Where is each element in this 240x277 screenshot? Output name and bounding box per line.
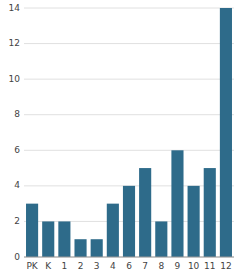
grid-line xyxy=(24,8,234,9)
grid-line xyxy=(24,150,234,151)
x-tick-label: 6 xyxy=(126,261,132,271)
grid-line xyxy=(24,43,234,44)
bar xyxy=(123,186,135,257)
bar xyxy=(220,8,232,257)
bar xyxy=(171,150,183,257)
x-tick-label: 10 xyxy=(188,261,200,271)
grid-line xyxy=(24,114,234,115)
x-tick-label: 1 xyxy=(62,261,68,271)
y-tick-label: 14 xyxy=(9,3,21,13)
x-axis-line xyxy=(24,257,234,258)
x-tick-label: 4 xyxy=(110,261,116,271)
y-axis: 0 2 4 6 8 10 12 14 xyxy=(9,3,21,262)
bar xyxy=(74,239,86,257)
x-tick-label: PK xyxy=(26,261,38,271)
bar xyxy=(188,186,200,257)
chart-svg: 02468101214PKK12346789101112 xyxy=(0,0,240,277)
bar xyxy=(91,239,103,257)
y-tick-label: 4 xyxy=(14,180,20,190)
y-tick-label: 10 xyxy=(9,74,21,84)
x-tick-label: 2 xyxy=(78,261,84,271)
chart-container: 02468101214PKK12346789101112 xyxy=(0,0,240,277)
grid xyxy=(24,8,234,257)
y-tick-label: 0 xyxy=(14,252,20,262)
y-tick-label: 8 xyxy=(14,109,20,119)
bar xyxy=(26,204,38,257)
bar xyxy=(42,221,54,257)
x-tick-label: 8 xyxy=(158,261,164,271)
x-axis: PKK12346789101112 xyxy=(24,257,234,271)
x-tick-label: K xyxy=(45,261,52,271)
y-tick-label: 6 xyxy=(14,145,20,155)
bar xyxy=(204,168,216,257)
bar xyxy=(155,221,167,257)
y-tick-label: 2 xyxy=(14,216,20,226)
bar xyxy=(58,221,70,257)
bar xyxy=(139,168,151,257)
grid-line xyxy=(24,79,234,80)
x-tick-label: 11 xyxy=(204,261,215,271)
bar xyxy=(107,204,119,257)
x-tick-label: 3 xyxy=(94,261,100,271)
bars xyxy=(26,8,232,257)
y-tick-label: 12 xyxy=(9,38,20,48)
x-tick-label: 9 xyxy=(175,261,181,271)
grid-line xyxy=(24,257,234,258)
x-tick-label: 12 xyxy=(220,261,231,271)
x-tick-label: 7 xyxy=(142,261,148,271)
